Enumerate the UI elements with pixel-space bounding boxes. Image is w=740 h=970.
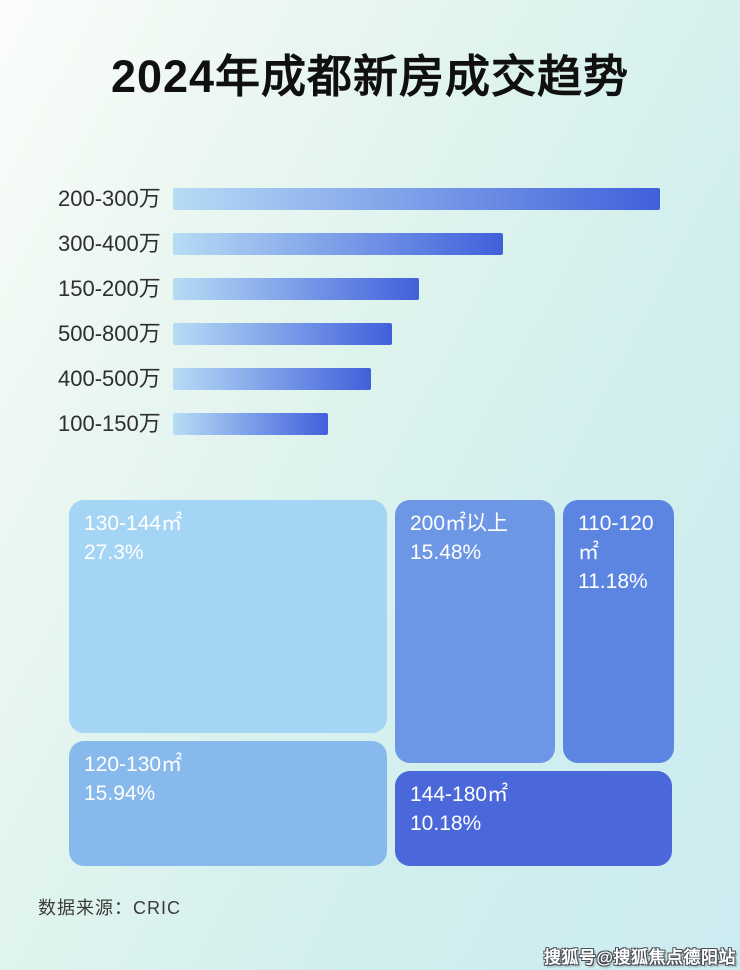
bar-row: 400-500万 (0, 368, 740, 390)
bar-row: 200-300万 (0, 188, 740, 210)
bar (173, 188, 660, 210)
tile-percent-label: 10.18% (410, 812, 482, 835)
bar-label: 200-300万 (58, 186, 161, 211)
tile-range-label: 110-120㎡ (578, 512, 654, 564)
bar-label: 400-500万 (58, 366, 161, 391)
bar (173, 368, 371, 390)
bar (173, 413, 328, 435)
tile-percent-label: 15.48% (410, 541, 482, 564)
treemap-tile-144-180: 144-180㎡ 10.18% (395, 771, 672, 866)
treemap-tile-120-130: 120-130㎡ 15.94% (69, 741, 387, 866)
bar-label: 300-400万 (58, 231, 161, 256)
bar (173, 233, 503, 255)
bar-label: 500-800万 (58, 321, 161, 346)
bar-row: 150-200万 (0, 278, 740, 300)
data-source-label: 数据来源：CRIC (38, 898, 181, 918)
bar (173, 278, 419, 300)
tile-percent-label: 27.3% (84, 541, 144, 564)
tile-range-label: 130-144㎡ (84, 512, 183, 535)
page-title: 2024年成都新房成交趋势 (110, 51, 630, 102)
treemap-tile-200-plus: 200㎡以上 15.48% (395, 500, 555, 763)
tile-percent-label: 11.18% (578, 570, 648, 593)
tile-range-label: 144-180㎡ (410, 783, 509, 806)
bar (173, 323, 392, 345)
bar-label: 150-200万 (58, 276, 161, 301)
bar-label: 100-150万 (58, 411, 161, 436)
bar-row: 300-400万 (0, 233, 740, 255)
treemap-tile-110-120: 110-120㎡ 11.18% (563, 500, 674, 763)
tile-range-label: 120-130㎡ (84, 753, 183, 776)
tile-percent-label: 15.94% (84, 782, 156, 805)
watermark: 搜狐号@搜狐焦点德阳站 (543, 948, 736, 967)
bar-row: 500-800万 (0, 323, 740, 345)
treemap-tile-130-144: 130-144㎡ 27.3% (69, 500, 387, 733)
tile-range-label: 200㎡以上 (410, 512, 509, 535)
bar-row: 100-150万 (0, 413, 740, 435)
